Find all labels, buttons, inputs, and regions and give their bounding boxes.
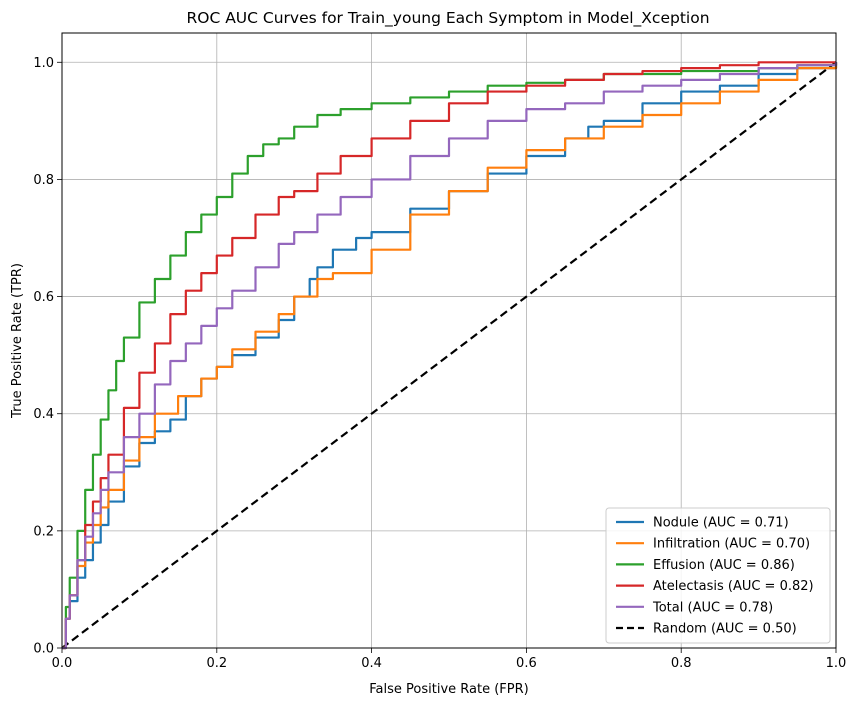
x-tick-label: 1.0: [826, 656, 847, 671]
legend-label-effusion: Effusion (AUC = 0.86): [653, 558, 795, 573]
y-tick-label: 0.6: [33, 290, 54, 305]
series-layer: [61, 61, 838, 650]
y-tick-label: 0.4: [33, 407, 54, 422]
legend-label-atelectasis: Atelectasis (AUC = 0.82): [653, 579, 814, 594]
x-tick-label: 0.2: [206, 656, 227, 671]
y-tick-label: 0.0: [33, 642, 54, 657]
ticks: 0.0 0.2 0.4 0.6 0.8 1.0 0.0 0.2 0.4 0.6 0.8 1.0: [33, 56, 846, 671]
y-tick-label: 0.2: [33, 524, 54, 539]
x-tick-label: 0.4: [361, 656, 382, 671]
series-line-atelectasis: [62, 61, 836, 650]
legend-label-nodule: Nodule (AUC = 0.71): [653, 516, 789, 531]
legend: Nodule (AUC = 0.71) Infiltration (AUC = 0…: [605, 507, 831, 644]
y-axis-title: True Positive Rate (TPR): [10, 263, 25, 419]
y-tick-label: 1.0: [33, 56, 54, 71]
legend-label-total: Total (AUC = 0.78): [652, 600, 773, 615]
legend-box: [605, 507, 831, 644]
legend-label-infiltration: Infiltration (AUC = 0.70): [653, 537, 810, 552]
x-tick-label: 0.8: [671, 656, 692, 671]
x-tick-label: 0.0: [52, 656, 73, 671]
series-line-infiltration: [62, 62, 838, 650]
x-axis-title: False Positive Rate (FPR): [369, 682, 528, 697]
legend-label-random: Random (AUC = 0.50): [653, 622, 797, 637]
y-tick-label: 0.8: [33, 173, 54, 188]
x-tick-label: 0.6: [516, 656, 537, 671]
grid: [61, 33, 837, 649]
series-line-total: [62, 62, 838, 650]
chart-title: ROC AUC Curves for Train_young Each Symp…: [186, 9, 709, 28]
plot-frame: [61, 32, 837, 649]
